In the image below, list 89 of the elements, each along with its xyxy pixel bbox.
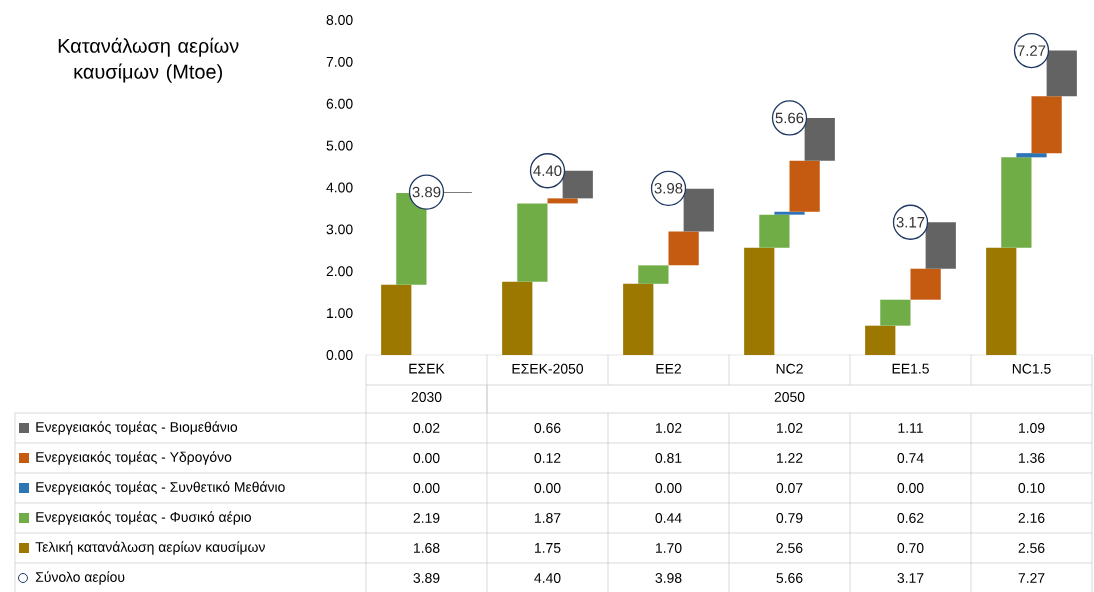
data-label: 0.10 bbox=[1018, 483, 1045, 493]
legend-label: Ενεργειακός τομέας - Βιομεθάνιο bbox=[36, 421, 238, 435]
legend-label: Ενεργειακός τομέας - Συνθετικό Μεθάνιο bbox=[36, 481, 285, 495]
data-label: 7.27 bbox=[1018, 573, 1045, 583]
y-tick-label: 0.00 bbox=[326, 350, 353, 360]
data-label: 0.02 bbox=[413, 423, 440, 433]
bar bbox=[623, 283, 654, 355]
data-label: 1.36 bbox=[1018, 453, 1045, 463]
data-label: 2.56 bbox=[776, 543, 803, 553]
text: 5.66 bbox=[775, 112, 804, 124]
data-label: 1.09 bbox=[1018, 423, 1045, 433]
text: 3.98 bbox=[654, 183, 683, 194]
y-tick-label: 5.00 bbox=[326, 140, 353, 151]
data-label: 0.07 bbox=[776, 483, 803, 493]
x-tick-label: EE2 bbox=[656, 363, 681, 374]
bar bbox=[880, 299, 911, 326]
text: 3.89 bbox=[412, 186, 441, 198]
text: 2030 bbox=[411, 392, 442, 402]
y-tick-label: 4.00 bbox=[326, 182, 353, 193]
y-axis-title: Κατανάλωση αερίων καυσίμων (Mtoe) bbox=[58, 37, 239, 83]
data-label: 0.00 bbox=[413, 453, 440, 463]
data-label: 0.00 bbox=[655, 483, 682, 493]
bar bbox=[910, 268, 941, 300]
y-tick-label: 3.00 bbox=[326, 224, 353, 235]
data-label: 1.02 bbox=[776, 423, 803, 433]
data-label: 1.70 bbox=[655, 543, 682, 553]
data-label: 1.22 bbox=[776, 453, 803, 463]
bar bbox=[668, 231, 699, 266]
y-tick-label: 7.00 bbox=[326, 56, 353, 67]
bar bbox=[1001, 157, 1032, 248]
text: 3.17 bbox=[896, 216, 925, 228]
legend-label: Σύνολο αερίου bbox=[35, 571, 125, 585]
bar bbox=[1016, 153, 1047, 158]
legend-label: Ενεργειακός τομέας - Υδρογόνο bbox=[36, 451, 232, 465]
data-label: 0.79 bbox=[776, 513, 803, 523]
text: 7.27 bbox=[1017, 45, 1046, 56]
x-tick-label: EE1.5 bbox=[892, 363, 929, 374]
bar bbox=[774, 211, 805, 215]
data-label: 0.44 bbox=[655, 513, 682, 523]
bar bbox=[986, 247, 1017, 355]
data-label: 0.81 bbox=[655, 453, 682, 463]
x-tick-label: ΕΣΕΚ-2050 bbox=[512, 363, 584, 374]
bar bbox=[1031, 96, 1062, 154]
bar bbox=[683, 188, 714, 232]
y-tick-label: 1.00 bbox=[327, 308, 353, 319]
data-label: 0.12 bbox=[534, 453, 561, 463]
bar bbox=[759, 214, 790, 248]
x-tick-label: NC1.5 bbox=[1012, 363, 1051, 374]
data-label: 1.02 bbox=[655, 423, 682, 433]
data-label: 0.66 bbox=[534, 423, 561, 433]
data-label: 0.00 bbox=[897, 483, 924, 493]
bar bbox=[562, 170, 593, 199]
bar bbox=[865, 325, 896, 355]
data-label: 3.98 bbox=[655, 573, 682, 583]
data-label: 1.68 bbox=[414, 543, 440, 553]
text: 4.40 bbox=[533, 165, 562, 177]
bar bbox=[517, 203, 548, 282]
legend-label: Τελική κατανάλωση αερίων καυσίμων bbox=[35, 541, 265, 555]
data-label: 3.17 bbox=[897, 573, 924, 583]
data-label: 3.89 bbox=[413, 573, 440, 583]
bar bbox=[547, 198, 578, 204]
data-label: 5.66 bbox=[776, 573, 803, 583]
y-tick-label: 6.00 bbox=[326, 98, 353, 109]
bar bbox=[638, 265, 669, 284]
y-tick-label: 8.00 bbox=[326, 15, 353, 25]
bar bbox=[1046, 50, 1077, 97]
data-label: 1.11 bbox=[898, 423, 923, 433]
data-label: 4.40 bbox=[534, 573, 561, 583]
data-label: 0.70 bbox=[897, 543, 924, 553]
data-label: 2.16 bbox=[1018, 513, 1045, 523]
bar bbox=[789, 160, 820, 212]
data-label: 0.74 bbox=[897, 453, 924, 463]
data-label: 1.87 bbox=[534, 513, 561, 523]
bar bbox=[381, 284, 412, 355]
y-tick-label: 2.00 bbox=[326, 266, 353, 277]
data-label: 2.56 bbox=[1018, 543, 1045, 553]
bar bbox=[925, 222, 956, 269]
data-label: 2.19 bbox=[413, 513, 440, 523]
x-tick-label: ΕΣΕΚ bbox=[409, 363, 445, 374]
data-label: 1.75 bbox=[534, 543, 561, 553]
legend-label: Ενεργειακός τομέας - Φυσικό αέριο bbox=[36, 511, 252, 525]
text: 2050 bbox=[774, 392, 805, 402]
data-label: 0.62 bbox=[897, 513, 924, 523]
x-tick-label: NC2 bbox=[776, 363, 803, 374]
data-label: 0.00 bbox=[534, 483, 561, 493]
data-label: 0.00 bbox=[413, 483, 440, 493]
bar bbox=[804, 117, 835, 161]
bar bbox=[744, 247, 775, 355]
bar bbox=[502, 281, 533, 355]
